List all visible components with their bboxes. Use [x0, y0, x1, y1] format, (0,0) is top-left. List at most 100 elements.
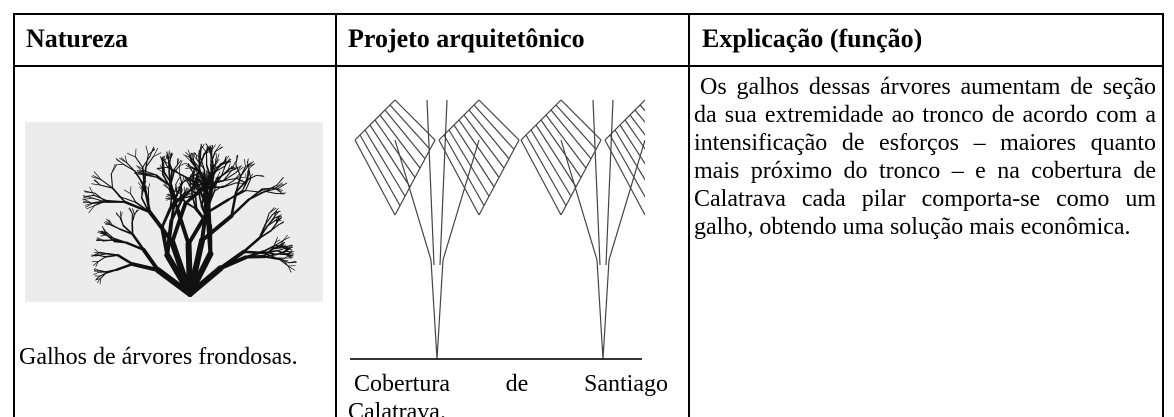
drawing-stroke: [185, 151, 192, 159]
drawing-stroke: [138, 166, 146, 172]
drawing-stroke: [210, 171, 213, 179]
drawing-stroke: [560, 99, 602, 141]
drawing-stroke: [89, 186, 95, 196]
drawing-stroke: [202, 183, 207, 194]
drawing-stroke: [213, 185, 223, 192]
drawing-stroke: [184, 155, 192, 162]
drawing-stroke: [189, 191, 194, 197]
drawing-stroke: [169, 196, 173, 211]
border: [688, 13, 690, 417]
drawing-stroke: [439, 99, 448, 266]
drawing-stroke: [91, 183, 101, 186]
drawing-stroke: [138, 173, 146, 176]
drawing-stroke: [246, 160, 250, 170]
drawing-stroke: [168, 150, 170, 160]
drawing-stroke: [126, 162, 136, 172]
drawing-stroke: [191, 168, 195, 177]
drawing-stroke: [166, 152, 169, 160]
drawing-stroke: [123, 189, 131, 195]
border: [1162, 13, 1164, 417]
drawing-stroke: [186, 163, 193, 168]
drawing-stroke: [207, 203, 212, 227]
drawing-stroke: [463, 114, 505, 169]
drawing-stroke: [168, 169, 171, 187]
drawing-stroke: [619, 124, 645, 165]
drawing-stroke: [197, 190, 203, 207]
drawing-stroke: [278, 222, 284, 226]
drawing-stroke: [236, 176, 246, 179]
drawing-stroke: [192, 175, 195, 188]
drawing-stroke: [116, 159, 124, 165]
drawing-stroke: [179, 162, 187, 167]
drawing-stroke: [359, 134, 401, 206]
drawing-stroke: [438, 139, 480, 216]
drawing-stroke: [545, 114, 587, 169]
drawing-stroke: [163, 172, 172, 183]
drawing-stroke: [112, 237, 128, 244]
drawing-stroke: [184, 177, 191, 184]
drawing-stroke: [245, 173, 247, 182]
drawing-stroke: [262, 244, 277, 253]
drawing-stroke: [130, 262, 160, 273]
drawing-stroke: [209, 151, 213, 160]
drawing-stroke: [262, 252, 277, 259]
border: [13, 13, 1164, 15]
drawing-stroke: [282, 259, 288, 265]
drawing-stroke: [191, 152, 194, 161]
drawing-stroke: [215, 177, 217, 184]
drawing-stroke: [216, 171, 221, 180]
drawing-stroke: [104, 254, 119, 258]
drawing-stroke: [198, 143, 205, 154]
drawing-stroke: [152, 147, 159, 158]
drawing-stroke: [138, 182, 143, 189]
drawing-stroke: [248, 169, 252, 180]
drawing-stroke: [234, 179, 244, 184]
drawing-stroke: [92, 197, 107, 203]
drawing-stroke: [134, 209, 138, 216]
drawing-stroke: [216, 176, 221, 183]
drawing-stroke: [108, 219, 113, 226]
drawing-stroke: [266, 217, 276, 227]
drawing-stroke: [114, 163, 124, 166]
drawing-stroke: [176, 193, 186, 201]
drawing-stroke: [222, 169, 233, 182]
drawing-stroke: [443, 134, 485, 206]
drawing-stroke: [91, 201, 107, 204]
drawing-stroke: [195, 152, 198, 161]
drawing-stroke: [242, 250, 266, 255]
drawing-stroke: [120, 157, 128, 164]
drawing-stroke: [98, 252, 108, 255]
drawing-stroke: [161, 155, 165, 164]
drawing-stroke: [193, 166, 199, 174]
drawing-stroke: [218, 171, 229, 179]
drawing-stroke: [131, 214, 136, 223]
drawing-stroke: [203, 190, 210, 206]
drawing-stroke: [93, 261, 99, 266]
drawing-stroke: [95, 278, 101, 281]
drawing-stroke: [118, 196, 127, 200]
drawing-stroke: [442, 139, 480, 261]
drawing-stroke: [276, 247, 287, 252]
drawing-stroke: [265, 212, 270, 225]
drawing-stroke: [144, 184, 149, 190]
drawing-stroke: [245, 178, 252, 192]
drawing-stroke: [233, 173, 240, 181]
drawing-stroke: [94, 192, 107, 203]
drawing-stroke: [120, 217, 124, 227]
drawing-stroke: [97, 254, 107, 258]
drawing-stroke: [169, 163, 175, 174]
drawing-stroke: [169, 198, 179, 211]
drawing-stroke: [453, 124, 495, 188]
drawing-stroke: [436, 259, 444, 360]
drawing-stroke: [216, 153, 220, 161]
drawing-stroke: [91, 176, 102, 180]
header-cell: Natureza: [26, 24, 129, 53]
drawing-stroke: [596, 259, 604, 360]
drawing-stroke: [204, 175, 212, 183]
drawing-stroke: [227, 163, 231, 172]
drawing-stroke: [200, 157, 205, 170]
drawing-stroke: [273, 211, 277, 219]
drawing-stroke: [389, 104, 431, 150]
drawing-stroke: [106, 218, 112, 226]
